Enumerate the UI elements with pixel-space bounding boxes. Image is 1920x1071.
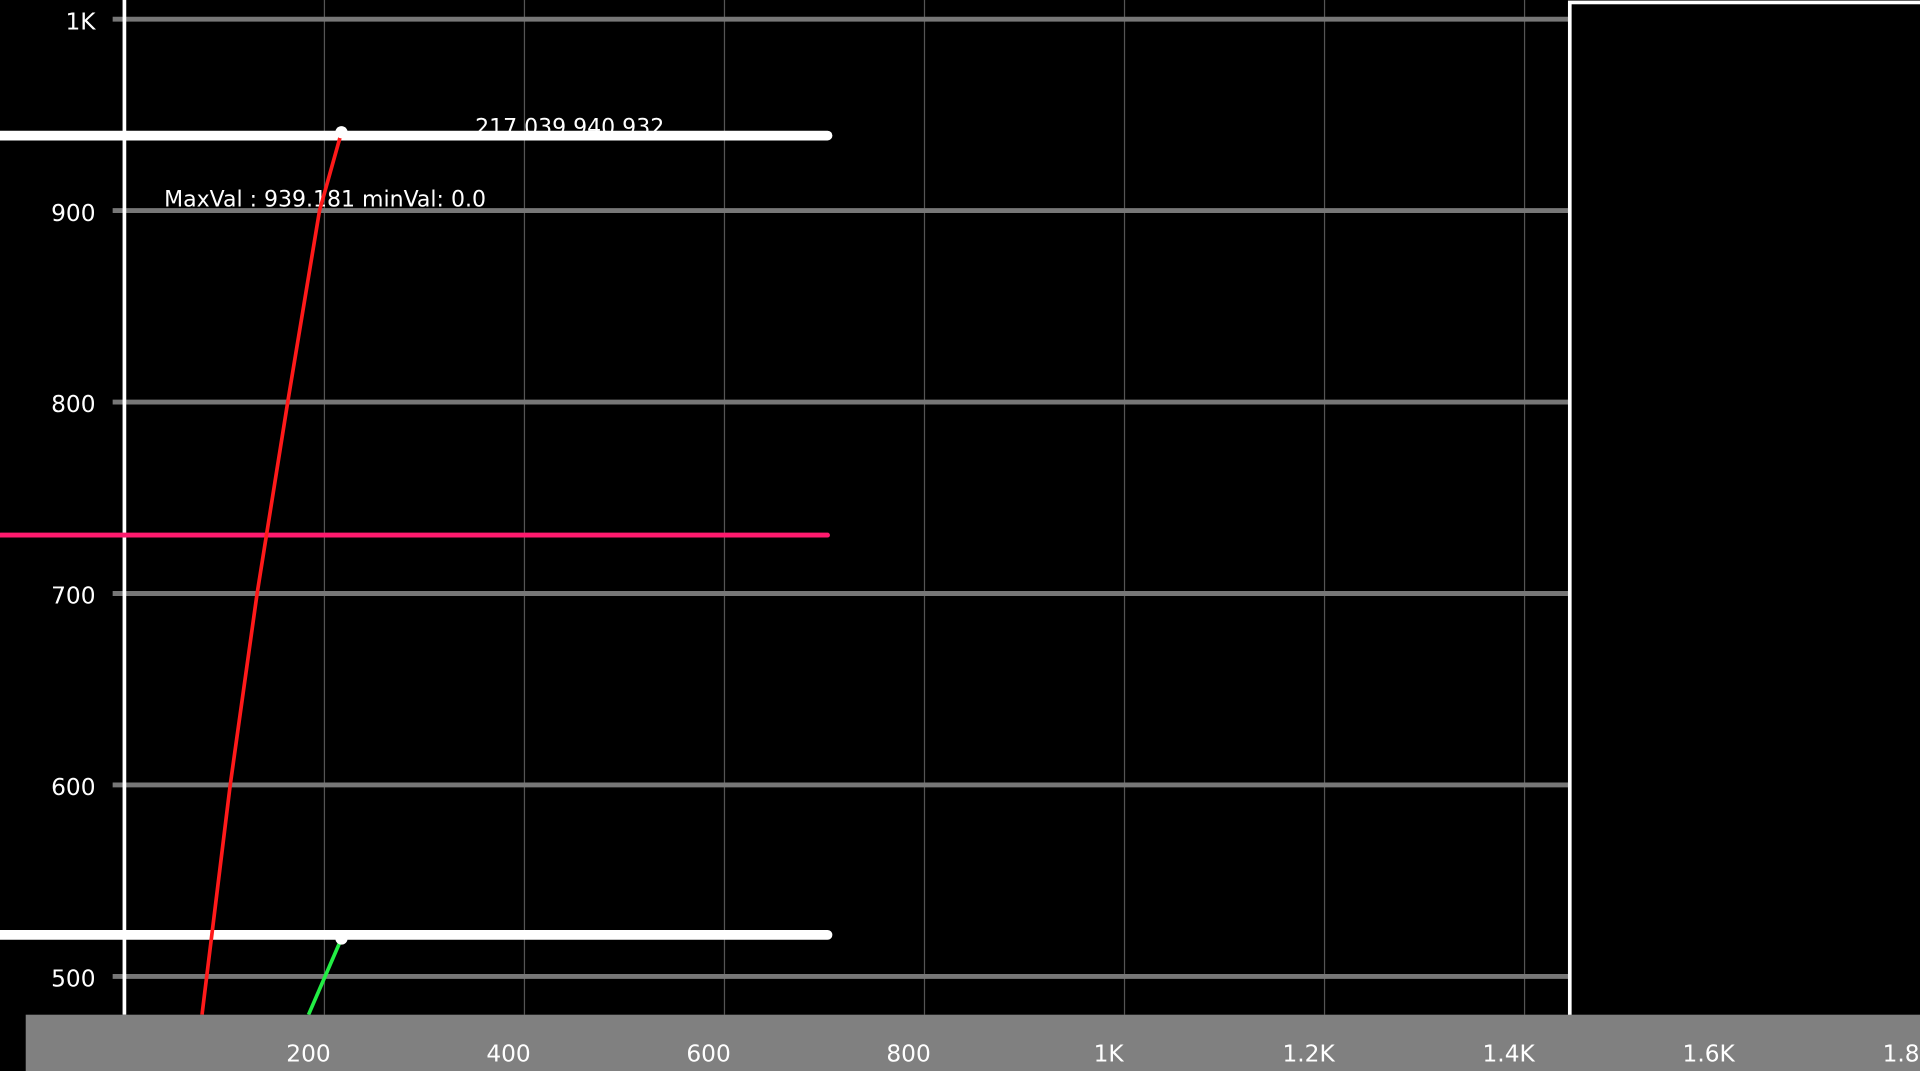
y-tick-label: 500 xyxy=(51,966,95,993)
x-tick-label: 1.2K xyxy=(1283,1041,1336,1068)
x-tick-label: 800 xyxy=(886,1041,930,1068)
side-panel xyxy=(1567,0,1920,1021)
end-point xyxy=(335,932,348,945)
y-tick-label: 800 xyxy=(51,391,95,418)
y-tick-label: 1K xyxy=(65,8,96,35)
series-line xyxy=(200,131,344,1015)
x-axis-bar xyxy=(25,1014,1920,1071)
x-tick-label: 200 xyxy=(286,1041,330,1068)
y-tick-label: 700 xyxy=(51,583,95,610)
y-tick-label: 900 xyxy=(51,200,95,227)
x-tick-label: 400 xyxy=(486,1041,530,1068)
x-tick-label: 1.4K xyxy=(1483,1041,1536,1068)
x-tick-label: 600 xyxy=(686,1041,730,1068)
y-tick-label: 600 xyxy=(51,774,95,801)
series-line xyxy=(306,937,344,1016)
x-tick-label: 1.8K xyxy=(1883,1041,1920,1068)
x-tick-label: 1.6K xyxy=(1683,1041,1736,1068)
x-tick-label: 1K xyxy=(1094,1041,1125,1068)
end-point xyxy=(335,126,348,139)
